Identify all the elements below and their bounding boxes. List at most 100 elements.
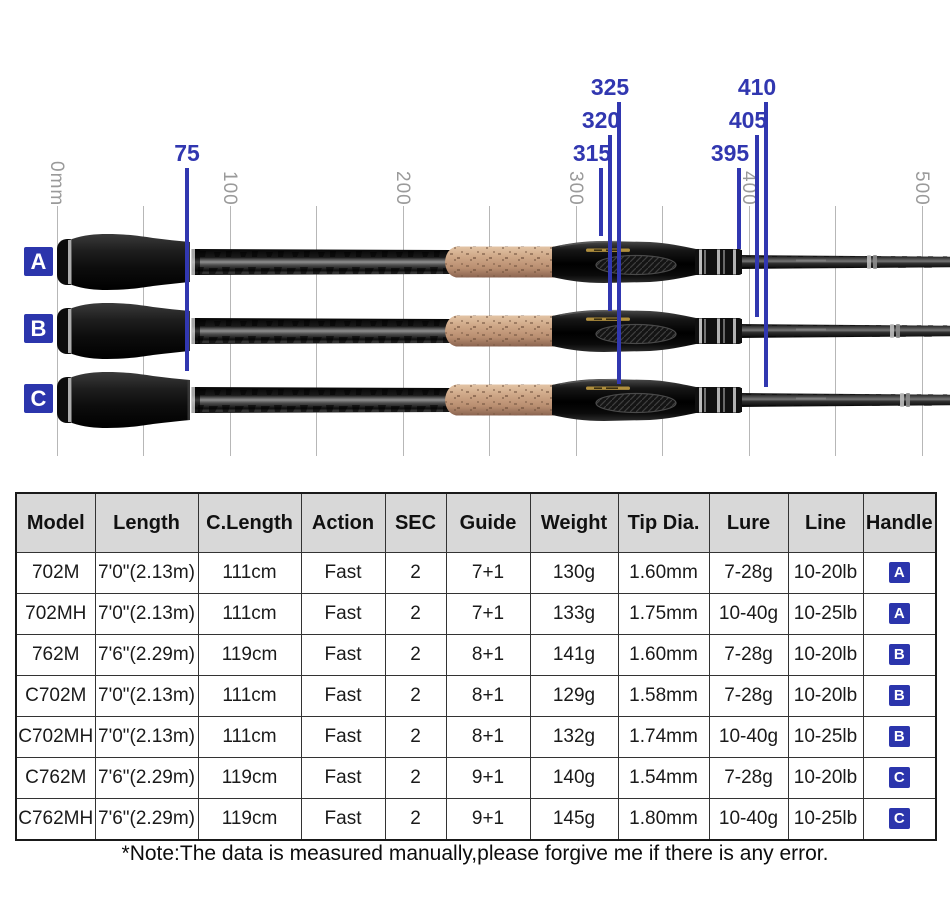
handle-ref-badge: A: [888, 562, 910, 584]
cell-sec: 2: [384, 552, 447, 594]
cell-sec: 2: [384, 593, 447, 635]
measure-line-395: [737, 168, 741, 249]
cell-clength: 111cm: [197, 716, 302, 758]
cell-clength: 111cm: [197, 552, 302, 594]
cell-guide: 9+1: [445, 757, 531, 799]
cell-handle: A: [862, 593, 937, 635]
measure-label-325: 325: [590, 74, 630, 100]
cell-lure: 10-40g: [708, 798, 789, 841]
cell-line: 10-25lb: [787, 593, 864, 635]
cell-guide: 8+1: [445, 675, 531, 717]
cell-model: 762M: [15, 634, 96, 676]
cell-action: Fast: [300, 757, 386, 799]
cell-guide: 8+1: [445, 716, 531, 758]
cell-model: C762MH: [15, 798, 96, 841]
measure-label-395: 395: [710, 140, 750, 166]
cell-model: 702MH: [15, 593, 96, 635]
cell-weight: 133g: [529, 593, 619, 635]
measure-label-315: 315: [572, 140, 612, 166]
cell-lure: 7-28g: [708, 675, 789, 717]
handle-c-badge: C: [24, 384, 53, 413]
cell-lure: 7-28g: [708, 634, 789, 676]
ruler-label: 100: [219, 171, 240, 206]
spec-table: Model Length C.Length Action SEC Guide W…: [15, 492, 937, 841]
col-header-line: Line: [787, 492, 864, 553]
cell-tipdia: 1.60mm: [617, 634, 710, 676]
cell-weight: 132g: [529, 716, 619, 758]
table-row: C702MH 7'0"(2.13m) 111cm Fast 2 8+1 132g…: [15, 716, 937, 758]
cell-clength: 119cm: [197, 798, 302, 841]
cell-weight: 141g: [529, 634, 619, 676]
measure-label-75: 75: [174, 140, 200, 166]
col-header-weight: Weight: [529, 492, 619, 553]
cell-guide: 7+1: [445, 552, 531, 594]
handle-ref-badge: A: [888, 603, 910, 625]
measure-line-405: [755, 135, 759, 317]
cell-handle: C: [862, 798, 937, 841]
cell-tipdia: 1.60mm: [617, 552, 710, 594]
cell-clength: 119cm: [197, 757, 302, 799]
measure-line-315: [599, 168, 603, 236]
cell-length: 7'6"(2.29m): [94, 798, 199, 841]
table-row: 702MH 7'0"(2.13m) 111cm Fast 2 7+1 133g …: [15, 593, 937, 635]
handle-a-badge: A: [24, 247, 53, 276]
col-header-guide: Guide: [445, 492, 531, 553]
measure-line-325: [617, 102, 621, 384]
rod-c: [56, 371, 950, 429]
table-row: 702M 7'0"(2.13m) 111cm Fast 2 7+1 130g 1…: [15, 552, 937, 594]
ruler-label: 0mm: [46, 160, 67, 206]
measure-label-405: 405: [728, 107, 768, 133]
cell-lure: 10-40g: [708, 593, 789, 635]
cell-line: 10-25lb: [787, 716, 864, 758]
cell-line: 10-20lb: [787, 675, 864, 717]
measure-line-410: [764, 102, 768, 387]
cell-guide: 7+1: [445, 593, 531, 635]
table-row: C702M 7'0"(2.13m) 111cm Fast 2 8+1 129g …: [15, 675, 937, 717]
col-header-tipdia: Tip Dia.: [617, 492, 710, 553]
cell-action: Fast: [300, 675, 386, 717]
col-header-sec: SEC: [384, 492, 447, 553]
handle-ref-badge: C: [888, 808, 910, 830]
cell-handle: B: [862, 716, 937, 758]
cell-line: 10-20lb: [787, 634, 864, 676]
cell-tipdia: 1.74mm: [617, 716, 710, 758]
cell-length: 7'0"(2.13m): [94, 593, 199, 635]
cell-line: 10-25lb: [787, 798, 864, 841]
cell-lure: 7-28g: [708, 552, 789, 594]
cell-length: 7'6"(2.29m): [94, 757, 199, 799]
cell-action: Fast: [300, 552, 386, 594]
measure-line-75: [185, 168, 189, 371]
cell-action: Fast: [300, 634, 386, 676]
cell-length: 7'6"(2.29m): [94, 634, 199, 676]
handle-ref-badge: B: [888, 726, 910, 748]
ruler-label: 500: [911, 171, 932, 206]
cell-sec: 2: [384, 798, 447, 841]
col-header-action: Action: [300, 492, 386, 553]
table-row: C762MH 7'6"(2.29m) 119cm Fast 2 9+1 145g…: [15, 798, 937, 841]
cell-tipdia: 1.58mm: [617, 675, 710, 717]
cell-weight: 129g: [529, 675, 619, 717]
cell-line: 10-20lb: [787, 552, 864, 594]
spec-table-header-row: Model Length C.Length Action SEC Guide W…: [15, 492, 937, 553]
cell-weight: 130g: [529, 552, 619, 594]
cell-handle: B: [862, 675, 937, 717]
cell-length: 7'0"(2.13m): [94, 716, 199, 758]
cell-sec: 2: [384, 716, 447, 758]
cell-lure: 10-40g: [708, 716, 789, 758]
cell-lure: 7-28g: [708, 757, 789, 799]
cell-tipdia: 1.75mm: [617, 593, 710, 635]
col-header-length: Length: [94, 492, 199, 553]
measure-label-320: 320: [581, 107, 621, 133]
cell-tipdia: 1.80mm: [617, 798, 710, 841]
cell-sec: 2: [384, 757, 447, 799]
measure-label-410: 410: [737, 74, 777, 100]
handle-b-badge: B: [24, 314, 53, 343]
cell-clength: 119cm: [197, 634, 302, 676]
ruler-label: 300: [565, 171, 586, 206]
col-header-clength: C.Length: [197, 492, 302, 553]
cell-action: Fast: [300, 716, 386, 758]
col-header-lure: Lure: [708, 492, 789, 553]
cell-weight: 140g: [529, 757, 619, 799]
cell-guide: 8+1: [445, 634, 531, 676]
